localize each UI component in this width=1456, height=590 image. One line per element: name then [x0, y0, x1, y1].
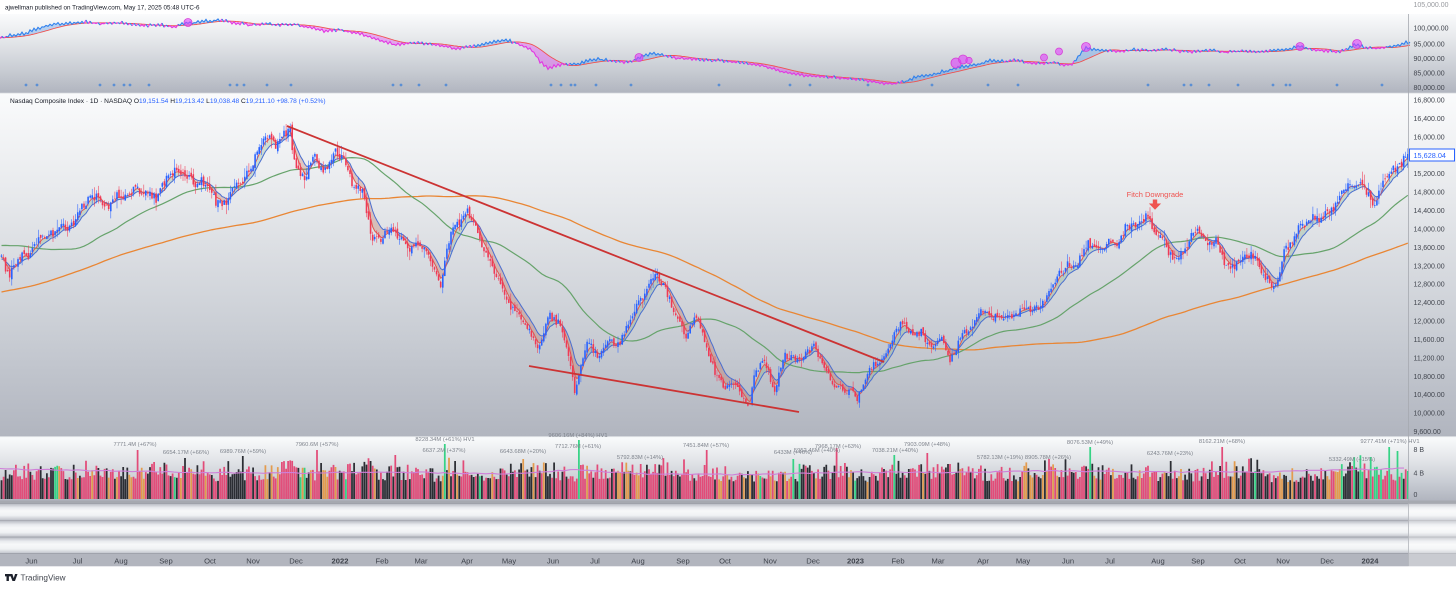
svg-text:105,000.00: 105,000.00 — [1414, 2, 1449, 9]
svg-text:5782.13M (+19%): 5782.13M (+19%) — [977, 455, 1023, 461]
svg-text:8228.34M (+61%) HV1: 8228.34M (+61%) HV1 — [415, 437, 474, 443]
svg-text:Sep: Sep — [159, 556, 173, 565]
svg-text:9,600.00: 9,600.00 — [1414, 429, 1441, 436]
svg-text:Oct: Oct — [1234, 556, 1247, 565]
svg-text:Jun: Jun — [547, 556, 559, 565]
svg-text:10,800.00: 10,800.00 — [1414, 374, 1445, 381]
svg-text:Feb: Feb — [375, 556, 388, 565]
svg-text:Apr: Apr — [461, 556, 473, 565]
svg-text:7771.4M (+67%): 7771.4M (+67%) — [113, 442, 156, 448]
svg-text:2022: 2022 — [332, 556, 349, 565]
svg-text:Aug: Aug — [1151, 556, 1165, 565]
svg-text:Dec: Dec — [1320, 556, 1334, 565]
svg-text:Feb: Feb — [891, 556, 904, 565]
svg-text:Apr: Apr — [977, 556, 989, 565]
svg-text:12,400.00: 12,400.00 — [1414, 300, 1445, 307]
svg-text:7038.21M (+40%): 7038.21M (+40%) — [872, 448, 918, 454]
svg-text:Fitch Downgrade: Fitch Downgrade — [1127, 190, 1184, 199]
svg-text:2023: 2023 — [847, 556, 864, 565]
svg-text:Aug: Aug — [631, 556, 645, 565]
svg-text:Sep: Sep — [1191, 556, 1205, 565]
svg-text:Nov: Nov — [1276, 556, 1290, 565]
svg-text:7712.76M (+61%): 7712.76M (+61%) — [555, 444, 601, 450]
svg-text:6643.68M (+20%): 6643.68M (+20%) — [500, 449, 546, 455]
svg-text:6243.76M (+23%): 6243.76M (+23%) — [1147, 451, 1193, 457]
svg-text:Nov: Nov — [246, 556, 260, 565]
svg-text:10,000.00: 10,000.00 — [1414, 411, 1445, 418]
svg-text:12,800.00: 12,800.00 — [1414, 282, 1445, 289]
svg-text:11,600.00: 11,600.00 — [1414, 337, 1445, 344]
svg-text:Oct: Oct — [204, 556, 217, 565]
svg-text:90,000.00: 90,000.00 — [1414, 56, 1445, 63]
svg-text:14,000.00: 14,000.00 — [1414, 226, 1445, 233]
svg-text:TradingView: TradingView — [21, 574, 66, 583]
svg-text:12,000.00: 12,000.00 — [1414, 319, 1445, 326]
svg-text:Aug: Aug — [114, 556, 128, 565]
svg-text:7903.09M (+48%): 7903.09M (+48%) — [904, 442, 950, 448]
svg-text:6637.2M (+37%): 6637.2M (+37%) — [422, 448, 465, 454]
svg-text:8076.53M (+49%): 8076.53M (+49%) — [1067, 440, 1113, 446]
svg-text:8 B: 8 B — [1414, 447, 1425, 454]
svg-text:15,628.04: 15,628.04 — [1414, 151, 1446, 160]
svg-text:0: 0 — [1414, 492, 1418, 499]
svg-text:13,200.00: 13,200.00 — [1414, 263, 1445, 270]
svg-text:Nasdaq Composite Index · 1D ·: Nasdaq Composite Index · 1D · NASDAQ O19… — [10, 98, 326, 105]
svg-text:16,400.00: 16,400.00 — [1414, 116, 1445, 123]
svg-text:16,800.00: 16,800.00 — [1414, 98, 1445, 105]
svg-text:May: May — [1016, 556, 1031, 565]
svg-text:16,000.00: 16,000.00 — [1414, 134, 1445, 141]
svg-text:5332.49M (+15%): 5332.49M (+15%) — [1329, 457, 1375, 463]
svg-text:6989.76M (+59%): 6989.76M (+59%) — [220, 449, 266, 455]
svg-text:13,600.00: 13,600.00 — [1414, 245, 1445, 252]
svg-text:Dec: Dec — [806, 556, 820, 565]
svg-text:6654.17M (+66%): 6654.17M (+66%) — [163, 450, 209, 456]
svg-text:4 B: 4 B — [1414, 471, 1425, 478]
svg-text:5792.83M (+14%): 5792.83M (+14%) — [617, 455, 663, 461]
svg-text:2024: 2024 — [1362, 556, 1380, 565]
svg-text:14,400.00: 14,400.00 — [1414, 208, 1445, 215]
svg-text:Jun: Jun — [25, 556, 37, 565]
svg-text:9606.16M (+84%) HV1: 9606.16M (+84%) HV1 — [548, 433, 607, 439]
svg-text:14,800.00: 14,800.00 — [1414, 190, 1445, 197]
svg-text:80,000.00: 80,000.00 — [1414, 85, 1445, 92]
svg-text:15,200.00: 15,200.00 — [1414, 171, 1445, 178]
svg-text:Nov: Nov — [763, 556, 777, 565]
svg-text:Dec: Dec — [289, 556, 303, 565]
svg-text:11,200.00: 11,200.00 — [1414, 355, 1445, 362]
svg-text:7451.84M (+57%): 7451.84M (+57%) — [683, 443, 729, 449]
svg-text:85,000.00: 85,000.00 — [1414, 71, 1445, 78]
svg-text:Jul: Jul — [1105, 556, 1115, 565]
svg-text:7968.17M (+63%): 7968.17M (+63%) — [815, 444, 861, 450]
svg-text:8162.21M (+68%): 8162.21M (+68%) — [1199, 439, 1245, 445]
svg-text:8905.78M (+26%): 8905.78M (+26%) — [1025, 455, 1071, 461]
svg-text:Sep: Sep — [676, 556, 690, 565]
svg-text:7960.6M (+57%): 7960.6M (+57%) — [295, 442, 338, 448]
svg-text:Mar: Mar — [414, 556, 428, 565]
svg-text:100,000.00: 100,000.00 — [1414, 26, 1449, 33]
svg-text:Jul: Jul — [590, 556, 600, 565]
svg-text:Jul: Jul — [73, 556, 83, 565]
svg-text:95,000.00: 95,000.00 — [1414, 42, 1445, 49]
svg-text:ajwellman published on Trading: ajwellman published on TradingView.com, … — [5, 4, 200, 11]
svg-text:May: May — [502, 556, 517, 565]
svg-text:Mar: Mar — [931, 556, 945, 565]
svg-text:9277.41M (+71%) HV1: 9277.41M (+71%) HV1 — [1360, 439, 1419, 445]
svg-text:Oct: Oct — [719, 556, 732, 565]
svg-text:Jun: Jun — [1062, 556, 1074, 565]
svg-text:10,400.00: 10,400.00 — [1414, 392, 1445, 399]
